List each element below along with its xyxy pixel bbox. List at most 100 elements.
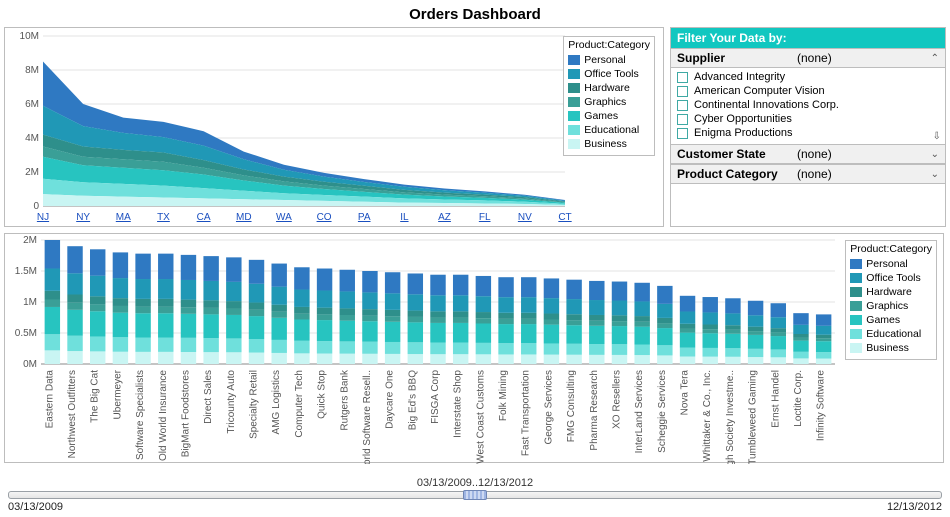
bar-x-tick[interactable]: Pharma Research xyxy=(589,370,600,451)
legend-item[interactable]: Hardware xyxy=(568,81,650,95)
bar-x-tick[interactable]: Ubermeyer xyxy=(112,369,123,419)
area-x-tick[interactable]: PA xyxy=(358,212,371,223)
page-title: Orders Dashboard xyxy=(0,0,950,27)
legend-item[interactable]: Hardware xyxy=(850,285,932,299)
bar-x-tick[interactable]: Northwest Outfitters xyxy=(67,370,78,458)
filter-option[interactable]: Advanced Integrity xyxy=(671,70,945,84)
area-x-tick[interactable]: MA xyxy=(116,212,131,223)
bar-x-tick[interactable]: Whittaker & Co., Inc. xyxy=(702,370,713,462)
bar-x-tick[interactable]: High Society Investme.. xyxy=(725,370,736,464)
svg-text:0M: 0M xyxy=(23,359,37,370)
area-x-tick[interactable]: CO xyxy=(317,212,332,223)
legend-item[interactable]: Graphics xyxy=(850,299,932,313)
bar-x-tick[interactable]: West Coast Customs xyxy=(475,370,486,464)
chevron-icon: ⌄ xyxy=(931,169,939,180)
filter-option[interactable]: Enigma Productions xyxy=(671,126,945,140)
area-x-tick[interactable]: NY xyxy=(76,212,90,223)
legend-item[interactable]: Office Tools xyxy=(568,67,650,81)
svg-text:2M: 2M xyxy=(25,167,39,178)
top-row: 02M4M6M8M10MNJNYMATXCAMDWACOPAILAZFLNVCT… xyxy=(0,27,950,227)
filter-section-header[interactable]: Product Category(none)⌄ xyxy=(671,164,945,184)
bar-chart: 0M0.5M1M1.5M2MEastern DataNorthwest Outf… xyxy=(5,234,945,464)
area-x-tick[interactable]: WA xyxy=(276,212,292,223)
slider-endpoints: 03/13/2009 12/13/2012 xyxy=(8,501,942,513)
bar-x-tick[interactable]: The Big Cat xyxy=(90,370,101,423)
scroll-down-icon[interactable]: ⇩ xyxy=(933,131,941,142)
bar-x-tick[interactable]: InterLand Services xyxy=(634,370,645,453)
bar-x-tick[interactable]: Ernst Handel xyxy=(770,370,781,428)
bar-x-tick[interactable]: Daycare One xyxy=(385,370,396,429)
bar-x-tick[interactable]: Fast Transportation xyxy=(521,370,532,456)
filter-panel: Filter Your Data by: Supplier(none)⌃Adva… xyxy=(670,27,946,227)
legend-item[interactable]: Office Tools xyxy=(850,271,932,285)
filter-options: Advanced IntegrityAmerican Computer Visi… xyxy=(671,68,945,144)
bar-x-tick[interactable]: Specialty Retail xyxy=(249,370,260,439)
bar-x-tick[interactable]: FMG Consulting xyxy=(566,370,577,442)
slider-end: 12/13/2012 xyxy=(887,501,942,513)
slider-track[interactable] xyxy=(8,491,942,499)
filter-header: Filter Your Data by: xyxy=(671,28,945,48)
bar-x-tick[interactable]: Tricounty Auto xyxy=(226,370,237,434)
area-x-tick[interactable]: MD xyxy=(236,212,252,223)
legend-title: Product:Category xyxy=(850,243,932,255)
bar-x-tick[interactable]: Software Specialists xyxy=(135,370,146,460)
bar-x-tick[interactable]: Old World Insurance xyxy=(158,370,169,461)
bar-x-tick[interactable]: Big Ed's BBQ xyxy=(407,370,418,430)
bar-x-tick[interactable]: George Services xyxy=(543,370,554,444)
svg-text:2M: 2M xyxy=(23,235,37,246)
bar-legend: Product:Category PersonalOffice ToolsHard… xyxy=(845,240,937,360)
area-x-tick[interactable]: CT xyxy=(558,212,571,223)
legend-item[interactable]: Educational xyxy=(568,123,650,137)
bar-x-tick[interactable]: Infinity Software xyxy=(816,370,827,442)
svg-text:0.5M: 0.5M xyxy=(15,328,37,339)
area-x-tick[interactable]: CA xyxy=(197,212,211,223)
area-x-tick[interactable]: IL xyxy=(400,212,409,223)
bar-x-tick[interactable]: Rutgers Bank xyxy=(339,369,350,431)
checkbox-icon[interactable] xyxy=(677,100,688,111)
area-x-tick[interactable]: NJ xyxy=(37,212,49,223)
filter-option[interactable]: Continental Innovations Corp. xyxy=(671,98,945,112)
svg-text:1.5M: 1.5M xyxy=(15,266,37,277)
time-slider: 03/13/2009..12/13/2012 03/13/2009 12/13/… xyxy=(0,473,950,517)
area-x-tick[interactable]: FL xyxy=(479,212,491,223)
area-x-tick[interactable]: TX xyxy=(157,212,170,223)
checkbox-icon[interactable] xyxy=(677,86,688,97)
legend-item[interactable]: Business xyxy=(850,341,932,355)
svg-text:10M: 10M xyxy=(20,31,39,42)
bar-x-tick[interactable]: World Software Resell.. xyxy=(362,370,373,464)
bar-x-tick[interactable]: Tumbleweed Gaming xyxy=(748,370,759,464)
bar-x-tick[interactable]: AMG Logistics xyxy=(271,370,282,434)
checkbox-icon[interactable] xyxy=(677,72,688,83)
bar-x-tick[interactable]: Loctite Corp. xyxy=(793,370,804,427)
area-x-tick[interactable]: AZ xyxy=(438,212,451,223)
legend-item[interactable]: Games xyxy=(850,313,932,327)
bar-x-tick[interactable]: Eastern Data xyxy=(44,370,55,429)
slider-grip[interactable] xyxy=(463,490,487,500)
area-x-tick[interactable]: NV xyxy=(518,212,532,223)
filter-option[interactable]: Cyber Opportunities xyxy=(671,112,945,126)
bar-x-tick[interactable]: Interstate Shop xyxy=(453,370,464,438)
legend-item[interactable]: Personal xyxy=(850,257,932,271)
legend-item[interactable]: Business xyxy=(568,137,650,151)
svg-text:8M: 8M xyxy=(25,65,39,76)
filter-option[interactable]: American Computer Vision xyxy=(671,84,945,98)
filter-section-header[interactable]: Supplier(none)⌃ xyxy=(671,48,945,68)
legend-item[interactable]: Games xyxy=(568,109,650,123)
filter-section-header[interactable]: Customer State(none)⌄ xyxy=(671,144,945,164)
bar-x-tick[interactable]: Folk Mining xyxy=(498,370,509,421)
legend-item[interactable]: Personal xyxy=(568,53,650,67)
legend-item[interactable]: Educational xyxy=(850,327,932,341)
bar-x-tick[interactable]: Computer Tech xyxy=(294,370,305,438)
checkbox-icon[interactable] xyxy=(677,128,688,139)
bar-x-tick[interactable]: FISGA Corp xyxy=(430,370,441,424)
bar-x-tick[interactable]: BigMart Foodstores xyxy=(180,370,191,457)
bar-x-tick[interactable]: XO Resellers xyxy=(611,370,622,429)
bar-chart-panel: 0M0.5M1M1.5M2MEastern DataNorthwest Outf… xyxy=(4,233,944,463)
bar-x-tick[interactable]: Nova Tera xyxy=(680,370,691,416)
chevron-icon: ⌃ xyxy=(931,53,939,64)
legend-item[interactable]: Graphics xyxy=(568,95,650,109)
checkbox-icon[interactable] xyxy=(677,114,688,125)
bar-x-tick[interactable]: Scheggie Services xyxy=(657,370,668,453)
bar-x-tick[interactable]: Quick Stop xyxy=(317,370,328,419)
bar-x-tick[interactable]: Direct Sales xyxy=(203,370,214,424)
